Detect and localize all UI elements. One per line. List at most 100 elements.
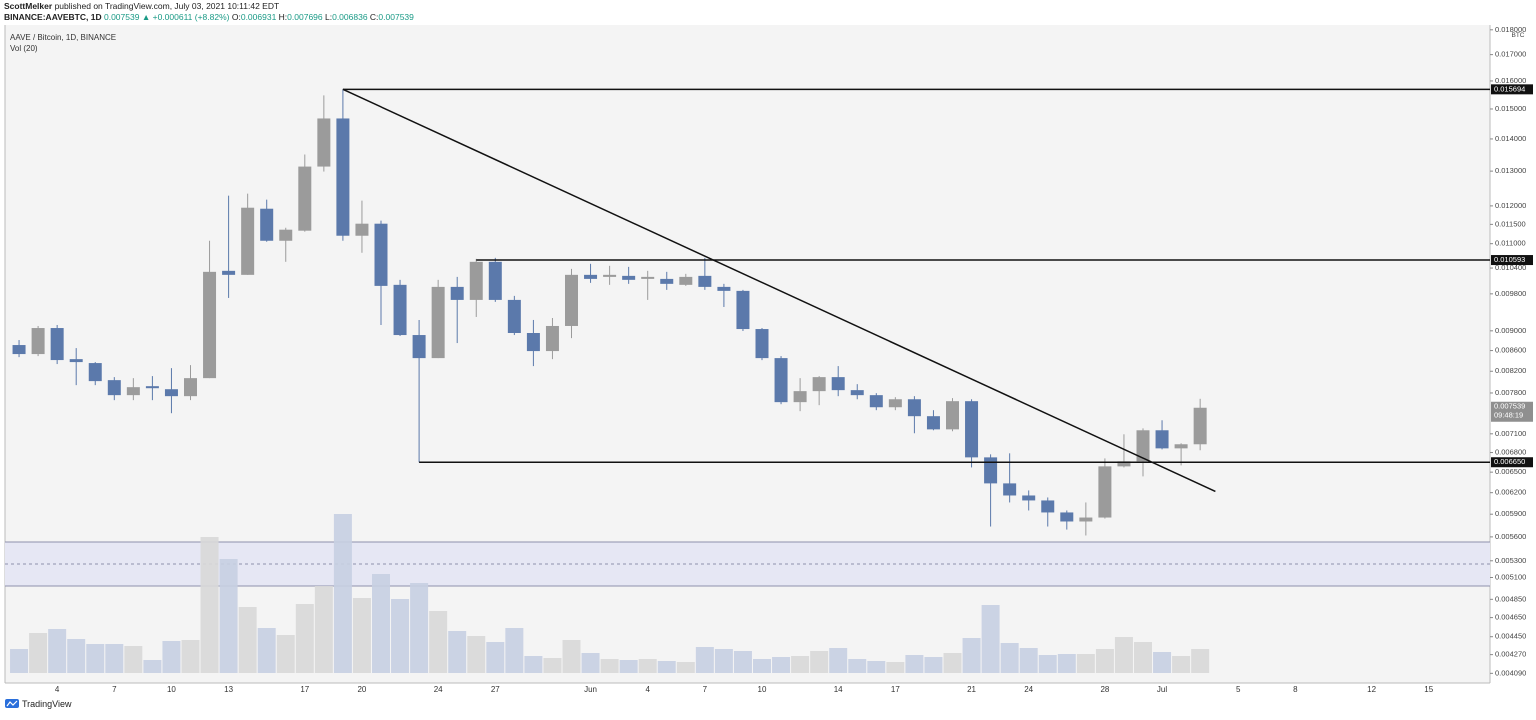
volume-bar	[733, 651, 752, 673]
candle-body	[488, 261, 502, 300]
y-tick-label: 0.016000	[1495, 76, 1526, 85]
x-tick-label: 27	[491, 685, 500, 694]
volume-bar	[524, 656, 543, 673]
open-value: 0.006931	[241, 12, 277, 22]
volume-bar	[429, 611, 448, 673]
x-tick-label: 24	[434, 685, 443, 694]
y-tick-label: 0.018000	[1495, 25, 1526, 34]
level-label-box	[1491, 84, 1533, 95]
y-tick-label: 0.015000	[1495, 104, 1526, 113]
price-timer: 09:48:19	[1494, 411, 1523, 420]
x-tick-label: 15	[1424, 685, 1433, 694]
volume-bar	[48, 629, 67, 673]
level-label-box	[1491, 457, 1533, 468]
candle-layer	[12, 89, 1207, 536]
last-price: 0.007539	[104, 12, 140, 22]
volume-bar	[276, 635, 295, 673]
x-tick-label: 17	[891, 685, 900, 694]
candle-body	[1098, 466, 1112, 518]
volume-bar	[505, 628, 524, 673]
header-line: ScottMelker published on TradingView.com…	[4, 1, 279, 11]
volume-bar	[829, 648, 848, 673]
candle-body	[1136, 430, 1150, 462]
y-tick-label: 0.006500	[1495, 467, 1526, 476]
candle-body	[203, 271, 217, 379]
trend-line	[342, 88, 1216, 493]
candle-body	[984, 457, 998, 484]
y-tick-label: 0.005100	[1495, 572, 1526, 581]
y-tick-label: 0.009000	[1495, 326, 1526, 335]
volume-bar	[1057, 654, 1076, 673]
volume-bar	[619, 660, 638, 673]
y-tick-label: 0.017000	[1495, 50, 1526, 59]
volume-bar	[143, 660, 162, 673]
candle-body	[279, 229, 293, 241]
volume-bar	[638, 659, 657, 673]
volume-bar	[924, 657, 943, 673]
axis-layer: 0.018000 0.017000 0.016000 0.015000 0.014000…	[55, 25, 1533, 694]
candle-body	[222, 270, 236, 275]
candle-body	[1079, 517, 1093, 522]
volume-bar	[714, 649, 733, 673]
candle-body	[88, 363, 102, 382]
x-tick-label: 10	[167, 685, 176, 694]
x-tick-label: Jul	[1157, 685, 1167, 694]
volume-bar	[543, 658, 562, 673]
candle-body	[584, 274, 598, 279]
volume-bar	[486, 642, 505, 673]
volume-bar	[10, 649, 29, 673]
candle-body	[679, 276, 693, 285]
volume-bar	[1095, 649, 1114, 673]
up-arrow: ▲	[142, 12, 150, 22]
candle-body	[907, 399, 921, 417]
candle-body	[164, 389, 178, 397]
candle-body	[793, 391, 807, 403]
last-price-box	[1491, 401, 1533, 422]
y-tick-label: 0.008600	[1495, 346, 1526, 355]
x-tick-label: 12	[1367, 685, 1376, 694]
high-value: 0.007696	[287, 12, 323, 22]
candle-body	[298, 166, 312, 231]
x-tick-label: 5	[1236, 685, 1241, 694]
x-tick-label: 17	[300, 685, 309, 694]
volume-bar	[1191, 649, 1210, 673]
volume-bar	[410, 583, 429, 673]
level-label: 0.010593	[1494, 255, 1525, 264]
candle-body	[622, 275, 636, 280]
series-legend: AAVE / Bitcoin, 1D, BINANCE	[10, 33, 116, 42]
candle-body	[431, 286, 445, 359]
candle-body	[850, 390, 864, 396]
level-label-box	[1491, 255, 1533, 266]
x-tick-label: 24	[1024, 685, 1033, 694]
volume-bar	[905, 655, 924, 673]
y-tick-label: 0.005300	[1495, 556, 1526, 565]
candle-body	[260, 208, 274, 241]
candle-body	[736, 290, 750, 330]
x-tick-label: 20	[357, 685, 366, 694]
y-tick-label: 0.004270	[1495, 650, 1526, 659]
y-tick-label: 0.011500	[1495, 219, 1526, 228]
author: ScottMelker	[4, 1, 53, 11]
y-tick-label: 0.006800	[1495, 448, 1526, 457]
candle-body	[184, 378, 197, 397]
candle-body	[641, 276, 655, 279]
candle-body	[107, 380, 121, 396]
candle-body	[831, 377, 845, 391]
close-label: C:	[370, 12, 379, 22]
published: published on TradingView.com, July 03, 2…	[55, 1, 280, 11]
candle-body	[755, 329, 769, 359]
volume-bar	[352, 598, 371, 673]
candle-body	[774, 358, 788, 403]
volume-bar	[333, 514, 352, 673]
volume-bar	[124, 646, 143, 673]
volume-bar	[162, 641, 181, 673]
volume-bar	[562, 640, 581, 673]
x-tick-label: 7	[112, 685, 117, 694]
candle-body	[946, 401, 959, 430]
volume-bar	[1038, 655, 1057, 673]
x-tick-label: 21	[967, 685, 976, 694]
x-tick-label: 4	[55, 685, 60, 694]
candle-body	[717, 286, 731, 291]
volume-bar	[391, 599, 410, 673]
volume-bar	[105, 644, 124, 673]
